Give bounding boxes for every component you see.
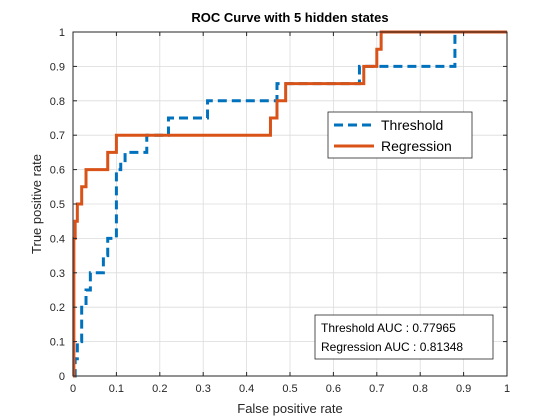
x-axis-label: False positive rate [237, 401, 343, 416]
x-tick-label: 0.9 [456, 383, 471, 395]
chart-title: ROC Curve with 5 hidden states [191, 10, 388, 25]
y-tick-label: 0 [59, 371, 65, 383]
legend-label-regression: Regression [381, 138, 452, 154]
y-tick-label: 0.3 [50, 268, 65, 280]
threshold-auc-text: Threshold AUC : 0.77965 [321, 321, 456, 335]
x-tick-label: 0.6 [326, 383, 341, 395]
legend: Threshold Regression [327, 111, 473, 159]
series-layer [72, 30, 507, 378]
y-tick-label: 0.1 [50, 337, 65, 349]
x-tick-label: 0.8 [413, 383, 428, 395]
x-tick-label: 0.2 [152, 383, 167, 395]
legend-box [327, 111, 473, 159]
series-line-regression [72, 30, 507, 378]
y-axis-label: True positive rate [29, 154, 44, 254]
y-tick-label: 0.8 [50, 96, 65, 108]
x-tick-label: 0 [70, 383, 76, 395]
x-tick-label: 0.1 [109, 383, 124, 395]
x-tick-label: 0.7 [369, 383, 384, 395]
regression-auc-text: Regression AUC : 0.81348 [321, 340, 463, 354]
y-tick-label: 0.7 [50, 130, 65, 142]
auc-annotation-box [314, 314, 494, 360]
axis-ticks: 0 0.1 0.2 0.3 0.4 0.5 0.6 0.7 0.8 0.9 1 0 0.1 0.2 0.3 0… [50, 27, 510, 395]
auc-annotation: Threshold AUC : 0.77965 Regression AUC :… [314, 314, 494, 360]
y-tick-label: 0.9 [50, 61, 65, 73]
y-tick-label: 0.2 [50, 302, 65, 314]
x-tick-label: 0.5 [282, 383, 297, 395]
y-tick-label: 0.4 [50, 233, 65, 245]
legend-label-threshold: Threshold [381, 117, 443, 133]
x-tick-label: 0.4 [239, 383, 254, 395]
y-tick-label: 0.6 [50, 165, 65, 177]
x-tick-label: 1 [504, 383, 510, 395]
y-tick-label: 0.5 [50, 199, 65, 211]
y-tick-label: 1 [59, 27, 65, 39]
x-tick-label: 0.3 [196, 383, 211, 395]
